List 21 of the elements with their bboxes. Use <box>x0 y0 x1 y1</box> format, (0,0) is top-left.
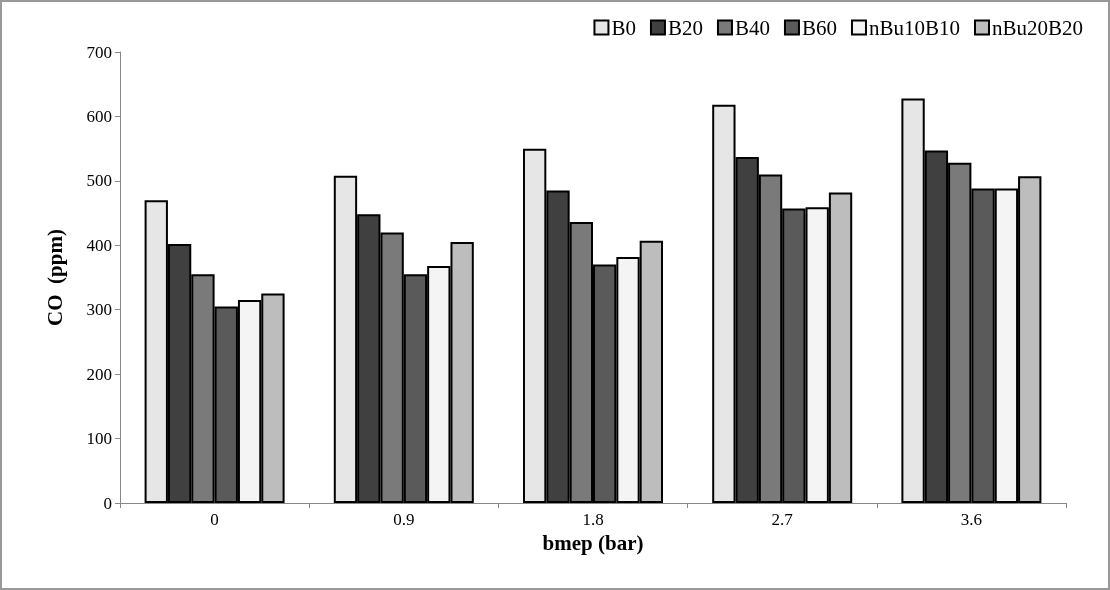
legend-label: B0 <box>611 15 636 40</box>
x-axis-title: bmep (bar) <box>542 531 644 556</box>
x-tick-label: 0.9 <box>393 510 415 529</box>
x-tick-label: 2.7 <box>771 510 794 529</box>
y-tick-label: 100 <box>86 429 112 449</box>
x-tick-label: 3.6 <box>960 510 983 529</box>
x-tick-label: 0 <box>210 510 219 529</box>
x-tick-label: 1.8 <box>582 510 604 529</box>
y-tick-label: 600 <box>86 106 112 126</box>
legend-label: B20 <box>667 15 703 40</box>
y-tick-label: 500 <box>86 171 112 191</box>
legend-label: nBu20B20 <box>991 15 1083 40</box>
y-tick-label: 0 <box>103 493 112 513</box>
y-tick-label: 300 <box>86 300 112 320</box>
legend-label: B40 <box>734 15 770 40</box>
y-axis-title: CO (ppm) <box>42 229 67 326</box>
legend-label: B60 <box>801 15 837 40</box>
y-tick-label: 200 <box>86 364 112 384</box>
y-tick-label: 400 <box>86 235 112 255</box>
legend-label: nBu10B10 <box>868 15 960 40</box>
y-tick-label: 700 <box>86 42 112 62</box>
